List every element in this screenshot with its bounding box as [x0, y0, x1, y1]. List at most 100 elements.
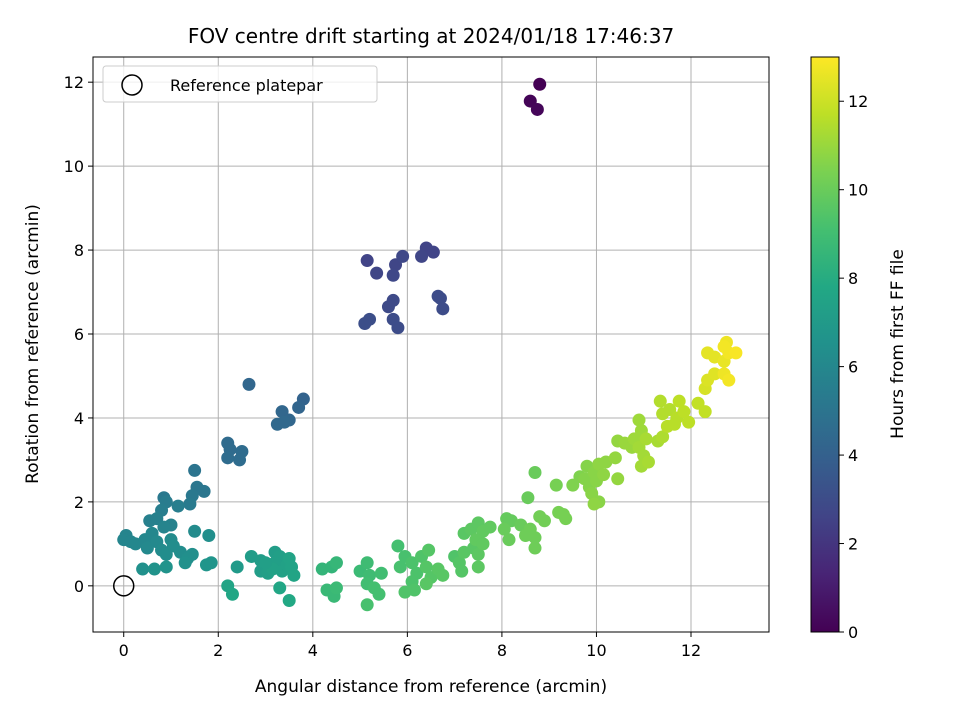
data-point	[639, 432, 653, 446]
data-point	[436, 568, 450, 582]
data-point	[656, 430, 670, 444]
data-point	[587, 497, 601, 511]
y-tick-label: 12	[64, 73, 84, 92]
x-axis-label: Angular distance from reference (arcmin)	[255, 677, 607, 697]
data-point	[476, 537, 490, 551]
data-point	[188, 524, 202, 538]
data-point	[259, 556, 273, 570]
data-point	[183, 497, 197, 511]
legend-marker-open-circle	[121, 74, 143, 96]
data-point	[436, 302, 450, 316]
colorbar-ticks: 0 2 4 6 8 10 12	[839, 92, 868, 642]
data-point	[722, 373, 736, 387]
colorbar-tick-label: 12	[848, 92, 868, 111]
data-point	[471, 560, 485, 574]
data-point	[641, 455, 655, 469]
data-point	[230, 560, 244, 574]
data-point	[329, 581, 343, 595]
y-tick-label: 10	[64, 157, 84, 176]
x-tick-label: 4	[308, 641, 318, 660]
data-point	[242, 377, 256, 391]
data-point	[202, 528, 216, 542]
data-point	[455, 564, 469, 578]
data-point	[386, 293, 400, 307]
y-tick-label: 8	[74, 241, 84, 260]
data-point	[717, 340, 731, 354]
data-point	[502, 533, 516, 547]
data-point	[136, 562, 150, 576]
data-point	[396, 249, 410, 263]
data-point	[157, 520, 171, 534]
data-point	[370, 266, 384, 280]
legend-label-reference-platepar: Reference platepar	[170, 76, 323, 95]
x-axis-ticks: 0 2 4 6 8 10 12	[119, 632, 701, 660]
data-point	[419, 577, 433, 591]
reference-platepar-marker	[112, 575, 135, 597]
legend-box	[102, 65, 378, 103]
x-tick-label: 10	[586, 641, 606, 660]
data-point	[632, 413, 646, 427]
data-point	[360, 598, 374, 612]
data-point	[372, 587, 386, 601]
data-point	[422, 543, 436, 557]
data-point	[653, 394, 667, 408]
y-tick-label: 2	[74, 493, 84, 512]
y-tick-label: 4	[74, 409, 84, 428]
data-point	[471, 547, 485, 561]
data-point	[147, 562, 161, 576]
data-point	[405, 556, 419, 570]
colorbar-tick-label: 6	[848, 358, 858, 377]
y-tick-label: 6	[74, 325, 84, 344]
x-tick-label: 6	[402, 641, 412, 660]
data-point	[530, 102, 544, 116]
data-point	[363, 312, 377, 326]
data-point	[159, 547, 173, 561]
data-point	[386, 268, 400, 282]
data-point	[556, 507, 570, 521]
data-point	[188, 463, 202, 477]
y-axis-label: Rotation from reference (arcmin)	[23, 204, 43, 484]
data-point	[178, 556, 192, 570]
x-tick-label: 8	[497, 641, 507, 660]
data-point	[608, 451, 622, 465]
data-point	[391, 321, 405, 335]
data-point	[415, 249, 429, 263]
data-point	[360, 254, 374, 268]
data-points	[117, 77, 743, 612]
data-point	[374, 566, 388, 580]
colorbar-tick-label: 0	[848, 623, 858, 642]
data-point	[292, 400, 306, 414]
data-point	[329, 556, 343, 570]
data-point	[708, 367, 722, 381]
data-point	[171, 499, 185, 513]
data-point	[672, 394, 686, 408]
colorbar-gradient	[811, 57, 839, 632]
plot-frame	[92, 56, 770, 633]
data-point	[682, 415, 696, 429]
colorbar-tick-label: 10	[848, 181, 868, 200]
x-tick-label: 0	[119, 641, 129, 660]
data-point	[407, 583, 421, 597]
data-point	[597, 468, 611, 482]
reference-layer	[112, 575, 135, 597]
data-point	[287, 568, 301, 582]
data-point	[433, 291, 447, 305]
y-tick-label: 0	[74, 577, 84, 596]
chart-title: FOV centre drift starting at 2024/01/18 …	[188, 24, 674, 48]
data-point	[140, 541, 154, 555]
data-point	[537, 514, 551, 528]
data-point	[528, 541, 542, 555]
data-point	[225, 587, 239, 601]
data-point	[528, 531, 542, 545]
data-point	[426, 245, 440, 259]
data-point	[528, 466, 542, 480]
data-point	[611, 472, 625, 486]
colorbar-tick-label: 8	[848, 269, 858, 288]
data-point	[533, 77, 547, 91]
legend: Reference platepar	[102, 65, 378, 103]
data-point	[391, 539, 405, 553]
data-point	[360, 556, 374, 570]
data-point	[393, 560, 407, 574]
data-point	[197, 484, 211, 498]
